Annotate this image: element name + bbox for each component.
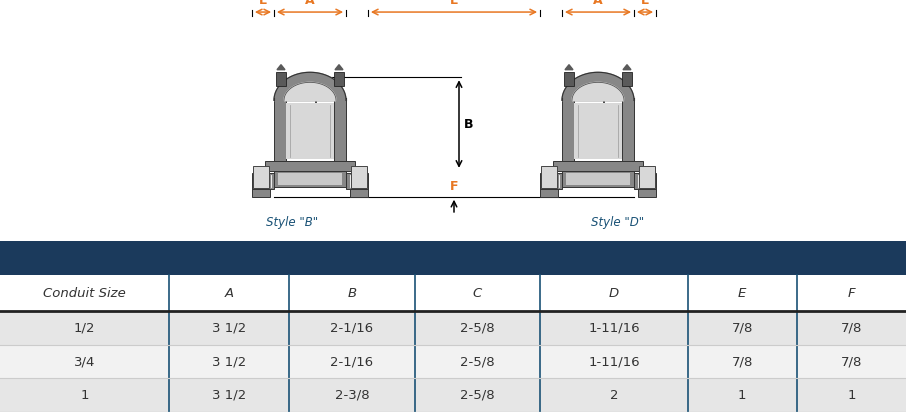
Bar <box>540 173 562 189</box>
Polygon shape <box>277 65 285 70</box>
Text: C: C <box>473 286 482 300</box>
Text: 2: 2 <box>610 389 618 402</box>
Bar <box>622 72 632 86</box>
Text: 1: 1 <box>738 389 747 402</box>
Bar <box>574 103 622 159</box>
Text: 2-1/16: 2-1/16 <box>331 355 373 368</box>
Polygon shape <box>623 65 631 70</box>
Bar <box>286 103 334 159</box>
Text: 3/4: 3/4 <box>74 355 95 368</box>
Bar <box>0 311 906 345</box>
Text: 2-5/8: 2-5/8 <box>460 355 495 368</box>
Bar <box>566 173 630 185</box>
Polygon shape <box>335 65 343 70</box>
Bar <box>351 166 367 188</box>
Bar <box>276 72 286 86</box>
Bar <box>0 275 906 311</box>
Text: F: F <box>449 180 458 193</box>
Bar <box>0 241 906 275</box>
Bar <box>274 101 286 161</box>
Text: Conduit Size: Conduit Size <box>43 286 126 300</box>
Text: D: D <box>320 115 331 128</box>
Text: E: E <box>641 0 650 7</box>
Text: 2-1/16: 2-1/16 <box>331 321 373 335</box>
Bar <box>540 189 558 197</box>
Bar <box>253 166 269 188</box>
Text: D: D <box>609 286 619 300</box>
Text: 2-5/8: 2-5/8 <box>460 321 495 335</box>
Text: Style "D": Style "D" <box>592 216 644 229</box>
Text: E: E <box>738 286 747 300</box>
Text: 7/8: 7/8 <box>841 321 863 335</box>
Text: E: E <box>449 0 458 7</box>
Text: 3 1/2: 3 1/2 <box>212 389 246 402</box>
Text: 2-5/8: 2-5/8 <box>460 389 495 402</box>
Text: 3 1/2: 3 1/2 <box>212 355 246 368</box>
Bar <box>278 173 342 185</box>
Bar <box>634 173 656 189</box>
Text: B: B <box>464 117 474 131</box>
Bar <box>639 166 655 188</box>
Text: 7/8: 7/8 <box>841 355 863 368</box>
Text: 7/8: 7/8 <box>731 355 753 368</box>
Text: 2-3/8: 2-3/8 <box>334 389 370 402</box>
Text: B: B <box>348 286 357 300</box>
Text: E: E <box>259 0 267 7</box>
Polygon shape <box>274 73 346 101</box>
Bar <box>638 189 656 197</box>
Text: 7/8: 7/8 <box>731 321 753 335</box>
Text: C: C <box>302 73 311 87</box>
Text: A: A <box>225 286 234 300</box>
Bar <box>350 189 368 197</box>
Text: 1/2: 1/2 <box>74 321 95 335</box>
Polygon shape <box>565 65 573 70</box>
Bar <box>622 101 634 161</box>
Bar <box>0 378 906 412</box>
Bar <box>562 101 574 161</box>
Text: C: C <box>590 73 599 87</box>
Text: Style "B": Style "B" <box>266 216 318 229</box>
Text: A: A <box>593 0 602 7</box>
Bar <box>346 173 368 189</box>
Text: A: A <box>305 0 314 7</box>
Text: F: F <box>848 286 855 300</box>
Bar <box>274 171 346 187</box>
Text: 1: 1 <box>81 389 89 402</box>
Bar <box>0 345 906 378</box>
Bar <box>564 72 574 86</box>
Bar <box>541 166 557 188</box>
Bar <box>252 189 270 197</box>
Bar <box>562 171 634 187</box>
Text: 1-11/16: 1-11/16 <box>588 355 640 368</box>
Text: 3 1/2: 3 1/2 <box>212 321 246 335</box>
Polygon shape <box>284 82 336 101</box>
Polygon shape <box>562 73 634 101</box>
Bar <box>252 173 274 189</box>
Bar <box>553 161 643 171</box>
Bar <box>334 101 346 161</box>
Polygon shape <box>572 82 624 101</box>
Text: 1: 1 <box>847 389 855 402</box>
Text: D: D <box>608 115 618 128</box>
Bar <box>265 161 355 171</box>
Text: 1-11/16: 1-11/16 <box>588 321 640 335</box>
Bar <box>334 72 344 86</box>
